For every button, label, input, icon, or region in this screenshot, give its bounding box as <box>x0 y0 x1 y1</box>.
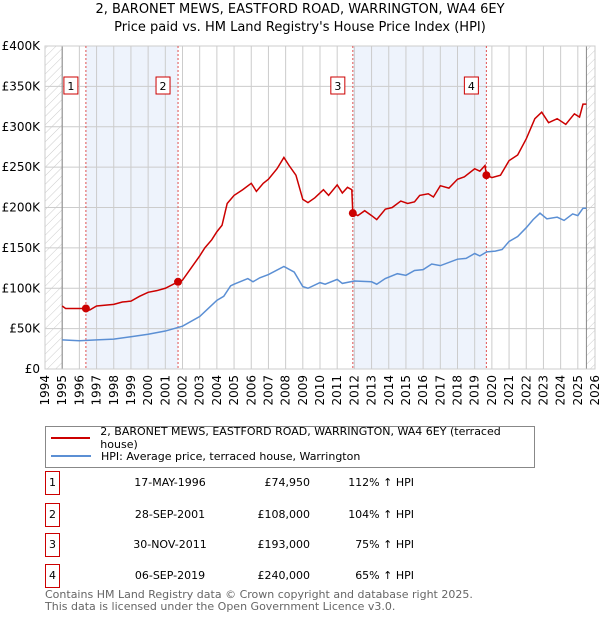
y-tick-label: £50K <box>9 322 41 336</box>
chart-subtitle: Price paid vs. HM Land Registry's House … <box>114 20 486 35</box>
y-tick-label: £400K <box>2 39 42 53</box>
sale-number: 4 <box>45 564 60 588</box>
sale-marker-box <box>463 76 479 95</box>
sale-date: 30-NOV-2011 <box>133 538 207 551</box>
x-tick-label: 1997 <box>90 375 104 406</box>
x-tick-label: 2020 <box>485 375 499 406</box>
y-tick-label: £300K <box>2 120 42 134</box>
x-tick-label: 2015 <box>399 375 413 406</box>
x-tick-label: 2011 <box>330 375 344 406</box>
x-tick-label: 2009 <box>296 375 310 406</box>
y-tick-label: £350K <box>2 79 42 93</box>
x-tick-label: 2008 <box>279 375 293 406</box>
sale-date: 17-MAY-1996 <box>134 476 206 489</box>
price-paid-line <box>61 103 587 311</box>
legend-swatch-blue <box>51 455 91 457</box>
x-tick-label: 2005 <box>227 375 241 406</box>
y-tick-label: £100K <box>2 281 42 295</box>
sale-number: 1 <box>45 471 60 495</box>
x-tick-label: 2006 <box>244 375 258 406</box>
footer-line-1: Contains HM Land Registry data © Crown c… <box>45 588 473 601</box>
x-tick-label: 2025 <box>571 375 585 406</box>
x-tick-label: 2000 <box>141 375 155 406</box>
x-tick-label: 2007 <box>261 375 275 406</box>
x-tick-label: 2014 <box>382 375 396 406</box>
sale-hpi-change: 65% ↑ HPI <box>355 569 414 582</box>
x-tick-label: 2016 <box>416 375 430 406</box>
x-tick-label: 2003 <box>193 375 207 406</box>
legend-swatch-red <box>51 437 91 439</box>
legend-item-hpi: HPI: Average price, terraced house, Warr… <box>51 448 360 464</box>
sale-price: £240,000 <box>257 569 311 582</box>
x-tick-label: 2013 <box>365 375 379 406</box>
x-tick-label: 2022 <box>519 375 533 406</box>
x-tick-label: 1995 <box>55 375 69 406</box>
x-tick-label: 1994 <box>38 375 52 406</box>
sale-price: £193,000 <box>257 538 311 551</box>
sale-point <box>174 277 183 286</box>
x-tick-label: 2018 <box>451 375 465 406</box>
plot-border <box>44 45 596 370</box>
sale-hpi-change: 75% ↑ HPI <box>355 538 414 551</box>
x-tick-label: 2010 <box>313 375 327 406</box>
sale-marker-box <box>63 76 79 95</box>
chart-title: 2, BARONET MEWS, EASTFORD ROAD, WARRINGT… <box>95 2 505 17</box>
sale-hpi-change: 104% ↑ HPI <box>348 508 414 521</box>
sale-hpi-change: 112% ↑ HPI <box>348 476 414 489</box>
x-tick-label: 2021 <box>502 375 516 406</box>
x-tick-label: 2019 <box>468 375 482 406</box>
sale-number: 3 <box>45 533 60 557</box>
legend-label: HPI: Average price, terraced house, Warr… <box>101 449 361 463</box>
x-tick-label: 1999 <box>124 375 138 406</box>
sale-price: £108,000 <box>257 508 311 521</box>
sale-marker-label: 3 <box>334 80 341 93</box>
x-tick-label: 2023 <box>536 375 550 406</box>
sale-number: 2 <box>45 503 60 527</box>
x-tick-label: 1998 <box>107 375 121 406</box>
x-tick-label: 2001 <box>158 375 172 406</box>
x-tick-label: 2002 <box>176 375 190 406</box>
sale-date: 28-SEP-2001 <box>134 508 206 521</box>
sale-marker-box <box>330 76 346 95</box>
legend: 2, BARONET MEWS, EASTFORD ROAD, WARRINGT… <box>45 425 535 468</box>
sale-point <box>81 304 90 313</box>
sale-point <box>348 209 357 218</box>
y-tick-label: £250K <box>2 160 42 174</box>
y-tick-label: £0 <box>25 362 40 376</box>
legend-label: 2, BARONET MEWS, EASTFORD ROAD, WARRINGT… <box>100 425 501 451</box>
sale-price: £74,950 <box>264 476 311 489</box>
x-tick-label: 2017 <box>433 375 447 406</box>
y-tick-label: £200K <box>2 201 42 215</box>
x-tick-label: 2004 <box>210 375 224 406</box>
x-tick-label: 2026 <box>588 375 600 406</box>
sale-date: 06-SEP-2019 <box>134 569 206 582</box>
plot-area: 1994 1995 1996 1997 1998 1999 2000 2001 2002 2003… <box>2 39 600 406</box>
legend-item-property: 2, BARONET MEWS, EASTFORD ROAD, WARRINGT… <box>51 425 534 451</box>
x-tick-label: 1996 <box>72 375 86 406</box>
hpi-line <box>62 207 587 342</box>
x-tick-label: 2012 <box>347 375 361 406</box>
sale-marker-box <box>155 76 171 95</box>
sale-point <box>482 171 491 180</box>
footer-line-2: This data is licensed under the Open Gov… <box>45 600 396 613</box>
sale-marker-label: 2 <box>160 80 167 93</box>
y-tick-label: £150K <box>2 241 42 255</box>
sale-marker-label: 4 <box>468 80 475 93</box>
sale-marker-label: 1 <box>67 80 74 93</box>
x-tick-label: 2024 <box>554 375 568 406</box>
